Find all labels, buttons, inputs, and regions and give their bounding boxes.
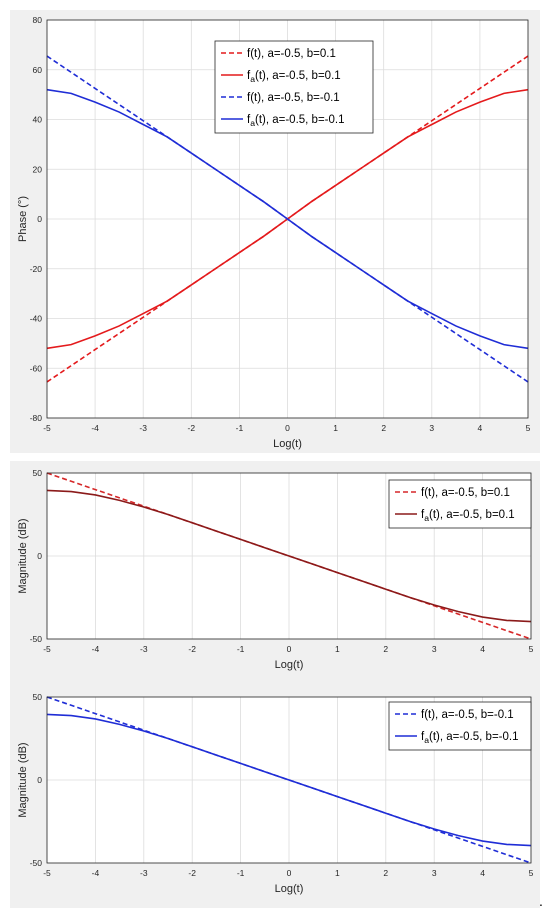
y-tick-label: 0 xyxy=(37,775,42,785)
legend-entry-0: f(t), a=-0.5, b=0.1 xyxy=(421,487,510,499)
y-tick-label: -40 xyxy=(30,314,43,324)
x-tick-label: -4 xyxy=(92,868,100,878)
x-tick-label: 3 xyxy=(432,868,437,878)
y-tick-label: -50 xyxy=(30,634,43,644)
trailing-period: . xyxy=(539,893,543,909)
series-line-1 xyxy=(46,713,532,847)
legend: f(t), a=-0.5, b=-0.1 fa(t), a=-0.5, b=-0.… xyxy=(388,701,532,751)
x-tick-label: 0 xyxy=(285,423,290,433)
legend-entry-2: f(t), a=-0.5, b=-0.1 xyxy=(247,92,340,104)
legend-entry-0: f(t), a=-0.5, b=-0.1 xyxy=(421,709,514,721)
x-tick-label: 3 xyxy=(432,644,437,654)
x-tick-label: 1 xyxy=(333,423,338,433)
x-tick-label: -5 xyxy=(43,868,51,878)
x-tick-label: 0 xyxy=(287,644,292,654)
x-tick-label: 2 xyxy=(383,868,388,878)
series-line-0 xyxy=(46,472,532,640)
x-tick-label: -3 xyxy=(139,423,147,433)
phase-figure-panel: -5 -4 -3 -2 -1 0 1 2 3 4 5 80 60 40 20 0 -20 -40 -60 -80 Log… xyxy=(10,10,540,453)
x-tick-label: 4 xyxy=(480,644,485,654)
x-tick-label: -4 xyxy=(91,423,99,433)
x-tick-label: 4 xyxy=(480,868,485,878)
x-tick-label: -5 xyxy=(43,644,51,654)
y-tick-label: 50 xyxy=(33,468,43,478)
y-tick-label: 20 xyxy=(33,164,43,174)
y-tick-label: -60 xyxy=(30,363,43,373)
x-tick-label: -5 xyxy=(43,423,51,433)
x-tick-label: 3 xyxy=(429,423,434,433)
legend: f(t), a=-0.5, b=0.1 fa(t), a=-0.5, b=0.1 xyxy=(388,479,532,529)
y-axis-label: Magnitude (dB) xyxy=(17,742,29,817)
legend-entry-0: f(t), a=-0.5, b=0.1 xyxy=(247,48,336,60)
x-tick-label: 4 xyxy=(478,423,483,433)
x-tick-label: -2 xyxy=(188,868,196,878)
x-tick-label: -1 xyxy=(237,868,245,878)
y-axis-label: Magnitude (dB) xyxy=(17,518,29,593)
x-tick-label: -3 xyxy=(140,868,148,878)
legend-entry-1: fa(t), a=-0.5, b=0.1 xyxy=(247,70,341,84)
x-tick-label: 2 xyxy=(383,644,388,654)
x-axis-label: Log(t) xyxy=(275,659,304,671)
x-tick-label: -4 xyxy=(92,644,100,654)
legend-box xyxy=(388,701,532,751)
y-tick-label: -50 xyxy=(30,858,43,868)
magnitude-figure-panel: -5 -4 -3 -2 -1 0 1 2 3 4 5 50 0 -50 Log(t) Magnitude (d… xyxy=(10,461,540,908)
x-tick-label: 2 xyxy=(381,423,386,433)
x-tick-label: -1 xyxy=(237,644,245,654)
x-tick-label: -2 xyxy=(188,644,196,654)
y-tick-label: 0 xyxy=(37,214,42,224)
x-axis-label: Log(t) xyxy=(275,883,304,895)
series-line-0 xyxy=(46,696,532,864)
x-tick-label: 5 xyxy=(529,868,534,878)
phase-chart: -5 -4 -3 -2 -1 0 1 2 3 4 5 80 60 40 20 0 -20 -40 -60 -80 Log… xyxy=(17,15,531,450)
y-axis-label: Phase (°) xyxy=(17,196,29,242)
legend-box xyxy=(388,479,532,529)
y-tick-label: 60 xyxy=(33,65,43,75)
magnitude-chart-bottom: -5 -4 -3 -2 -1 0 1 2 3 4 5 50 0 -50 Log(t) Magnitude (d… xyxy=(17,692,534,895)
y-tick-label: 40 xyxy=(33,115,43,125)
x-tick-label: -1 xyxy=(236,423,244,433)
legend-entry-3: fa(t), a=-0.5, b=-0.1 xyxy=(247,114,345,128)
x-axis-label: Log(t) xyxy=(273,438,302,450)
x-tick-label: 5 xyxy=(529,644,534,654)
x-tick-label: 1 xyxy=(335,868,340,878)
x-tick-label: 5 xyxy=(526,423,531,433)
y-tick-label: 0 xyxy=(37,551,42,561)
series-line-3 xyxy=(46,88,529,350)
series-line-1 xyxy=(46,489,532,623)
legend-entry-1: fa(t), a=-0.5, b=-0.1 xyxy=(421,731,519,745)
axes-box xyxy=(46,472,532,640)
legend-box xyxy=(214,40,374,134)
x-tick-label: -3 xyxy=(140,644,148,654)
legend-entry-1: fa(t), a=-0.5, b=0.1 xyxy=(421,509,515,523)
y-tick-label: 50 xyxy=(33,692,43,702)
x-tick-label: 1 xyxy=(335,644,340,654)
x-tick-label: -2 xyxy=(188,423,196,433)
axes-box xyxy=(46,696,532,864)
magnitude-chart-top: -5 -4 -3 -2 -1 0 1 2 3 4 5 50 0 -50 Log(t) Magnitude (d… xyxy=(17,468,534,671)
y-tick-label: 80 xyxy=(33,15,43,25)
y-tick-label: -80 xyxy=(30,413,43,423)
y-tick-label: -20 xyxy=(30,264,43,274)
axes-box xyxy=(46,19,529,419)
legend: f(t), a=-0.5, b=0.1 fa(t), a=-0.5, b=0.1 f… xyxy=(214,40,374,134)
x-tick-label: 0 xyxy=(287,868,292,878)
